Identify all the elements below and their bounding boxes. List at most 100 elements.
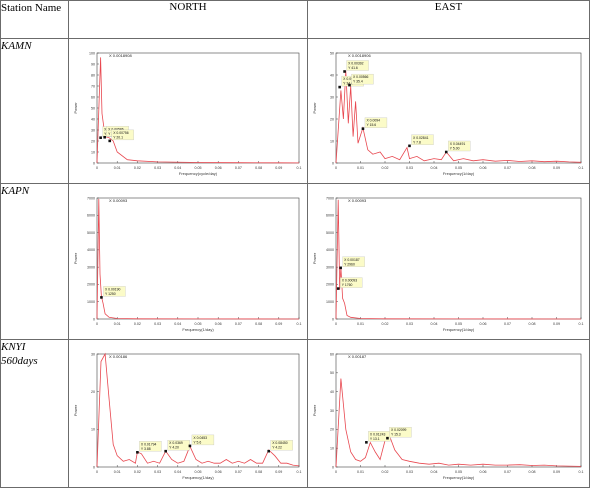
datatip-text: Y 7.8	[413, 140, 421, 144]
x-tick-label: 0	[96, 470, 98, 474]
datatip-box	[351, 73, 374, 85]
x-tick-label: 0.09	[553, 470, 560, 474]
x-tick-label: 0.02	[134, 166, 141, 170]
x-tick-label: 0.1	[297, 166, 302, 170]
x-tick-label: 0.08	[529, 470, 536, 474]
y-tick-label: 1000	[87, 300, 95, 304]
x-axis-label: Frequency(1/day)	[443, 475, 475, 480]
station-duration-knyi: 560days	[1, 355, 38, 367]
x-tick-label: 0.06	[215, 470, 222, 474]
peak-label: X 0.00093	[348, 198, 367, 203]
station-name-header: Station Name	[0, 0, 69, 39]
x-tick-label: 0.02	[382, 470, 389, 474]
x-tick-label: 0	[335, 322, 337, 326]
x-tick-label: 0	[96, 166, 98, 170]
datatip-text: Y 34.6	[343, 82, 353, 86]
datatip-box	[111, 129, 134, 141]
data-marker	[336, 287, 340, 290]
datatip-text: X 0.01243	[370, 432, 386, 436]
x-tick-label: 0.03	[406, 166, 413, 170]
x-tick-label: 0.01	[357, 470, 364, 474]
x-axis-label: Frequency(1/day)	[182, 475, 214, 480]
y-tick-label: 2000	[87, 283, 95, 287]
y-tick-label: 2000	[326, 283, 334, 287]
header-row: Station Name NORTH EAST	[0, 0, 590, 39]
y-tick-label: 0	[93, 317, 95, 321]
x-tick-label: 0.04	[174, 166, 181, 170]
datatip-box	[139, 441, 162, 452]
y-axis-label: Power	[73, 404, 78, 416]
x-tick-label: 0.05	[455, 166, 462, 170]
peak-label: X 0.0018906	[348, 53, 371, 58]
datatip-text: X 0.00756	[113, 131, 129, 135]
y-tick-label: 0	[93, 161, 95, 165]
x-tick-label: 0.04	[174, 322, 181, 326]
y-tick-label: 50	[330, 51, 334, 55]
x-axis-label: Frequency(1/day)	[443, 327, 475, 332]
datatip-box	[389, 427, 412, 438]
y-tick-label: 30	[91, 352, 95, 356]
x-tick-label: 0.07	[235, 470, 242, 474]
data-marker	[136, 451, 139, 454]
y-tick-label: 3000	[87, 265, 95, 269]
datatip-box	[411, 134, 434, 145]
plot-frame	[335, 197, 582, 320]
peak-label: X 0.0018908	[109, 53, 132, 58]
datatip-text: Y 4.22	[272, 446, 282, 450]
x-tick-label: 0.08	[255, 166, 262, 170]
x-tick-label: 0.05	[455, 322, 462, 326]
peak-label: X 0.00186	[109, 354, 128, 359]
x-tick-label: 0.06	[215, 322, 222, 326]
y-axis-label: Power	[312, 102, 317, 114]
datatip-text: X 0.02841	[413, 136, 429, 140]
x-tick-label: 0.07	[504, 166, 511, 170]
y-axis-label: Power	[73, 102, 78, 114]
x-tick-label: 0.04	[431, 322, 438, 326]
x-tick-label: 0.01	[357, 322, 364, 326]
y-tick-label: 20	[91, 390, 95, 394]
cell-kamn-east: 0 0.01 0.02 0.03 0.04 0.05 0.06 0.07 0.08 0.09 0.1…	[307, 38, 590, 184]
plot-frame	[335, 353, 582, 468]
x-tick-label: 0.05	[195, 166, 202, 170]
y-tick-label: 40	[330, 390, 334, 394]
chart-knyi-north: 0 0.01 0.02 0.03 0.04 0.05 0.06 0.07 0.08 0.09 0.1…	[73, 352, 302, 480]
plot-frame	[96, 197, 300, 320]
x-tick-label: 0.08	[255, 470, 262, 474]
datatip-text: Y 20.1	[113, 135, 123, 139]
chart-kapn-east: 0 0.01 0.02 0.03 0.04 0.05 0.06 0.07 0.08 0.09 0.1…	[312, 196, 584, 332]
x-tick-label: 0.07	[235, 322, 242, 326]
datatip-text: X 0.00586	[108, 127, 124, 131]
station-name-knyi: KNYI	[1, 341, 26, 353]
y-tick-label: 10	[91, 150, 95, 154]
y-tick-label: 4000	[87, 248, 95, 252]
x-tick-label: 0.09	[275, 322, 282, 326]
data-marker	[348, 83, 351, 87]
north-header: NORTH	[68, 0, 308, 39]
data-marker	[361, 127, 365, 130]
station-cell-kapn: KAPN	[0, 183, 69, 340]
x-tick-label: 0.09	[275, 470, 282, 474]
x-tick-label: 0.03	[154, 470, 161, 474]
datatip-text: Y 4.20	[169, 446, 179, 450]
data-marker	[99, 136, 102, 139]
cell-knyi-east: 0 0.01 0.02 0.03 0.04 0.05 0.06 0.07 0.08 0.09 0.1…	[307, 339, 590, 488]
x-axis-label: Frequency(1/day)	[443, 171, 475, 176]
x-tick-label: 0.05	[195, 470, 202, 474]
y-axis-label: Power	[312, 252, 317, 264]
datatip-text: Y 5.6	[193, 440, 201, 444]
spectrum-line	[335, 70, 582, 164]
y-tick-label: 5000	[87, 231, 95, 235]
y-tick-label: 6000	[326, 214, 334, 218]
data-marker	[338, 85, 341, 89]
data-marker	[188, 444, 192, 448]
datatip-text: Y 1250	[105, 292, 116, 296]
datatip-text: Y 15.3	[391, 433, 401, 437]
data-marker	[100, 296, 103, 299]
datatip-text: Y 3.88	[141, 447, 151, 451]
x-tick-label: 0.01	[114, 470, 121, 474]
data-marker	[386, 436, 389, 440]
datatip-text: X 0.08450	[272, 441, 288, 445]
x-axis-label: Frequency(cycle/day)	[179, 171, 218, 176]
cell-kapn-north: 0 0.01 0.02 0.03 0.04 0.05 0.06 0.07 0.08 0.09 0.1…	[68, 183, 308, 340]
